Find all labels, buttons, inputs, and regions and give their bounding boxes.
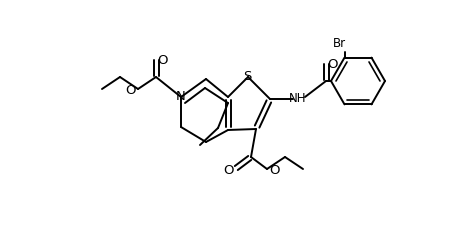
Text: Br: Br (333, 37, 346, 50)
Text: N: N (176, 91, 186, 104)
Text: O: O (269, 165, 279, 177)
Text: O: O (126, 84, 136, 98)
Text: S: S (243, 70, 251, 83)
Text: NH: NH (289, 92, 307, 106)
Text: O: O (158, 54, 168, 68)
Text: O: O (223, 165, 233, 177)
Text: O: O (328, 59, 338, 71)
